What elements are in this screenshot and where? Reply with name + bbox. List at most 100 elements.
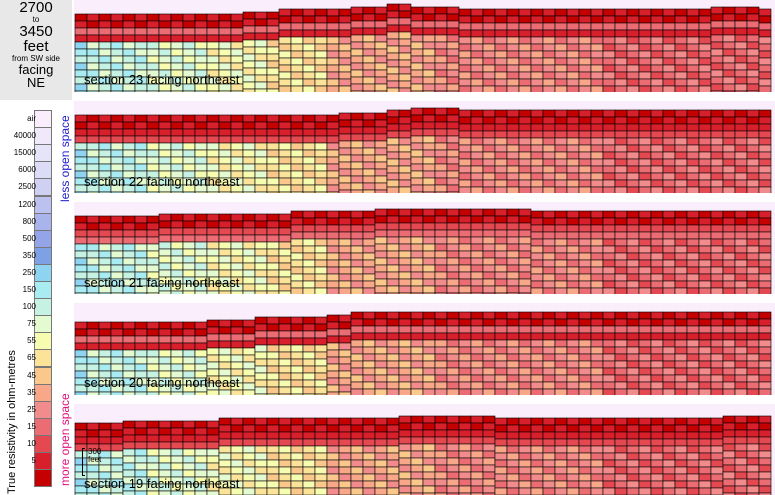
resistivity-cell xyxy=(446,34,460,43)
resistivity-cell xyxy=(662,339,676,348)
resistivity-cell xyxy=(350,62,364,71)
resistivity-cell xyxy=(146,142,160,151)
resistivity-cell xyxy=(686,217,700,226)
resistivity-cell xyxy=(602,29,616,38)
resistivity-cell xyxy=(170,490,184,495)
resistivity-cell xyxy=(398,123,412,132)
resistivity-cell xyxy=(362,374,376,383)
resistivity-cell xyxy=(746,137,760,146)
resistivity-cell xyxy=(278,114,292,123)
resistivity-cell xyxy=(626,311,640,320)
resistivity-cell xyxy=(746,144,760,153)
resistivity-cell xyxy=(758,450,772,459)
resistivity-cell xyxy=(734,450,748,459)
resistivity-cell xyxy=(734,151,748,160)
resistivity-cell xyxy=(134,90,148,92)
resistivity-cell xyxy=(686,50,700,59)
resistivity-cell xyxy=(506,381,520,390)
resistivity-cell xyxy=(470,388,484,395)
resistivity-cell xyxy=(530,346,544,355)
resistivity-cell xyxy=(578,57,592,66)
resistivity-cell xyxy=(266,149,280,158)
resistivity-cell xyxy=(206,234,220,243)
resistivity-cell xyxy=(386,346,400,355)
resistivity-cell xyxy=(470,29,484,38)
resistivity-cell xyxy=(698,473,712,482)
resistivity-cell xyxy=(458,450,472,459)
resistivity-cell xyxy=(578,22,592,31)
resistivity-cell xyxy=(446,492,460,495)
resistivity-cell xyxy=(566,487,580,495)
resistivity-cell xyxy=(302,466,316,475)
resistivity-cell xyxy=(602,210,616,219)
resistivity-cell xyxy=(362,273,376,282)
resistivity-cell xyxy=(158,41,172,50)
resistivity-cell xyxy=(326,57,340,66)
resistivity-cell xyxy=(482,57,496,66)
resistivity-cell xyxy=(254,60,268,69)
resistivity-cell xyxy=(482,43,496,52)
resistivity-cell xyxy=(206,319,220,328)
resistivity-cell xyxy=(602,43,616,52)
legend-label: 1200 xyxy=(18,199,36,209)
resistivity-cell xyxy=(674,85,688,92)
resistivity-cell xyxy=(530,473,544,482)
resistivity-cell xyxy=(518,43,532,52)
resistivity-cell xyxy=(590,245,604,254)
resistivity-cell xyxy=(662,424,676,433)
resistivity-cell xyxy=(146,41,160,50)
resistivity-cell xyxy=(362,27,376,36)
resistivity-cell xyxy=(506,50,520,59)
resistivity-cell xyxy=(686,57,700,66)
resistivity-cell xyxy=(710,374,724,383)
resistivity-cell xyxy=(470,172,484,181)
resistivity-cell xyxy=(350,287,364,294)
resistivity-cell xyxy=(410,222,424,231)
resistivity-cell xyxy=(302,231,316,240)
resistivity-cell xyxy=(446,443,460,452)
resistivity-cell xyxy=(74,135,88,144)
resistivity-cell xyxy=(362,466,376,475)
resistivity-cell xyxy=(614,172,628,181)
resistivity-cell xyxy=(542,71,556,80)
resistivity-cell xyxy=(614,431,628,440)
resistivity-cell xyxy=(506,151,520,160)
resistivity-cell xyxy=(278,149,292,158)
resistivity-cell xyxy=(302,245,316,254)
resistivity-cell xyxy=(146,455,160,464)
resistivity-cell xyxy=(350,13,364,22)
resistivity-cell xyxy=(686,116,700,125)
resistivity-cell xyxy=(674,50,688,59)
resistivity-cell xyxy=(698,417,712,426)
resistivity-cell xyxy=(758,471,772,480)
resistivity-cell xyxy=(302,71,316,80)
resistivity-cell xyxy=(110,20,124,29)
legend-swatch xyxy=(34,469,52,488)
resistivity-cell xyxy=(470,492,484,495)
resistivity-cell xyxy=(734,471,748,480)
resistivity-cell xyxy=(566,224,580,233)
resistivity-cell xyxy=(746,443,760,452)
resistivity-cell xyxy=(386,151,400,160)
resistivity-cell xyxy=(242,262,256,271)
resistivity-cell xyxy=(194,227,208,236)
resistivity-cell xyxy=(410,257,424,266)
resistivity-cell xyxy=(662,273,676,282)
resistivity-cell xyxy=(758,78,772,87)
resistivity-cell xyxy=(578,311,592,320)
resistivity-cell xyxy=(458,415,472,424)
resistivity-cell xyxy=(698,224,712,233)
resistivity-cell xyxy=(134,236,148,245)
resistivity-cell xyxy=(254,424,268,433)
resistivity-cell xyxy=(278,358,292,367)
resistivity-cell xyxy=(194,356,208,365)
resistivity-cell xyxy=(374,459,388,468)
resistivity-cell xyxy=(542,287,556,294)
resistivity-cell xyxy=(86,257,100,266)
resistivity-cell xyxy=(530,50,544,59)
resistivity-cell xyxy=(686,22,700,31)
legend-label: 15000 xyxy=(13,148,36,158)
resistivity-cell xyxy=(578,318,592,327)
resistivity-cell xyxy=(734,165,748,174)
resistivity-cell xyxy=(518,229,532,238)
